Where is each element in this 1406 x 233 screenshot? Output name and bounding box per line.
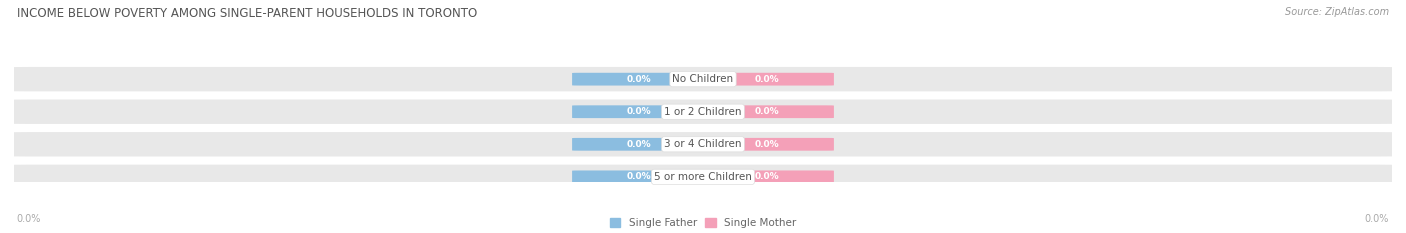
Text: 1 or 2 Children: 1 or 2 Children (664, 107, 742, 117)
Text: No Children: No Children (672, 74, 734, 84)
Text: 0.0%: 0.0% (627, 172, 651, 181)
Legend: Single Father, Single Mother: Single Father, Single Mother (610, 218, 796, 228)
Text: 0.0%: 0.0% (755, 107, 779, 116)
Text: 3 or 4 Children: 3 or 4 Children (664, 139, 742, 149)
FancyBboxPatch shape (7, 99, 1399, 124)
FancyBboxPatch shape (572, 105, 706, 118)
FancyBboxPatch shape (7, 67, 1399, 91)
FancyBboxPatch shape (572, 73, 706, 86)
Text: Source: ZipAtlas.com: Source: ZipAtlas.com (1285, 7, 1389, 17)
Text: 0.0%: 0.0% (1365, 214, 1389, 224)
Text: 0.0%: 0.0% (755, 75, 779, 84)
FancyBboxPatch shape (700, 138, 834, 151)
FancyBboxPatch shape (700, 105, 834, 118)
FancyBboxPatch shape (7, 165, 1399, 189)
Text: 0.0%: 0.0% (627, 75, 651, 84)
Text: 0.0%: 0.0% (755, 172, 779, 181)
Text: 0.0%: 0.0% (627, 140, 651, 149)
Text: 5 or more Children: 5 or more Children (654, 172, 752, 182)
FancyBboxPatch shape (572, 171, 706, 183)
Text: 0.0%: 0.0% (755, 140, 779, 149)
Text: 0.0%: 0.0% (627, 107, 651, 116)
Text: 0.0%: 0.0% (17, 214, 41, 224)
FancyBboxPatch shape (700, 73, 834, 86)
FancyBboxPatch shape (572, 138, 706, 151)
FancyBboxPatch shape (7, 132, 1399, 157)
Text: INCOME BELOW POVERTY AMONG SINGLE-PARENT HOUSEHOLDS IN TORONTO: INCOME BELOW POVERTY AMONG SINGLE-PARENT… (17, 7, 477, 20)
FancyBboxPatch shape (700, 171, 834, 183)
